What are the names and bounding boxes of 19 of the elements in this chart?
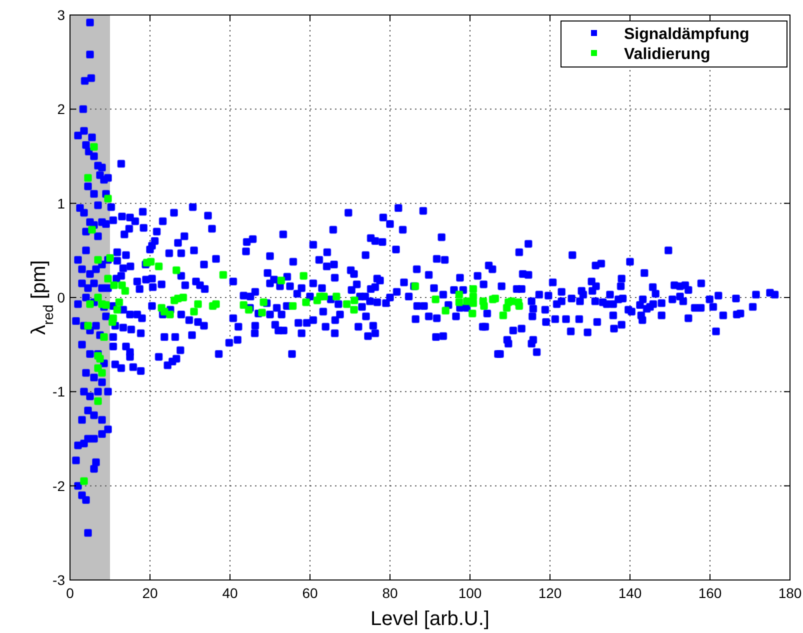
y-tick-label: -1 xyxy=(52,384,66,400)
y-tick-label: 3 xyxy=(57,7,66,23)
x-tick-label: 160 xyxy=(698,585,722,601)
x-tick-label: 20 xyxy=(142,585,158,601)
x-tick-label: 100 xyxy=(458,585,482,601)
x-tick-label: 180 xyxy=(778,585,802,601)
y-tick-label: -2 xyxy=(52,478,66,494)
y-tick-label: -3 xyxy=(52,572,66,588)
y-tick-label: 2 xyxy=(57,101,66,118)
y-tick-label: 0 xyxy=(57,290,66,306)
legend-label: Signaldämpfung xyxy=(624,26,750,43)
x-tick-label: 60 xyxy=(302,585,318,601)
legend-label: Validierung xyxy=(624,46,710,63)
x-tick-label: 140 xyxy=(618,585,642,601)
x-tick-label: 40 xyxy=(222,585,238,601)
x-axis-title: Level [arb.U.] xyxy=(370,608,490,630)
x-tick-label: 80 xyxy=(382,585,398,601)
x-tick-label: 120 xyxy=(538,585,562,601)
y-tick-label: 1 xyxy=(57,195,66,212)
